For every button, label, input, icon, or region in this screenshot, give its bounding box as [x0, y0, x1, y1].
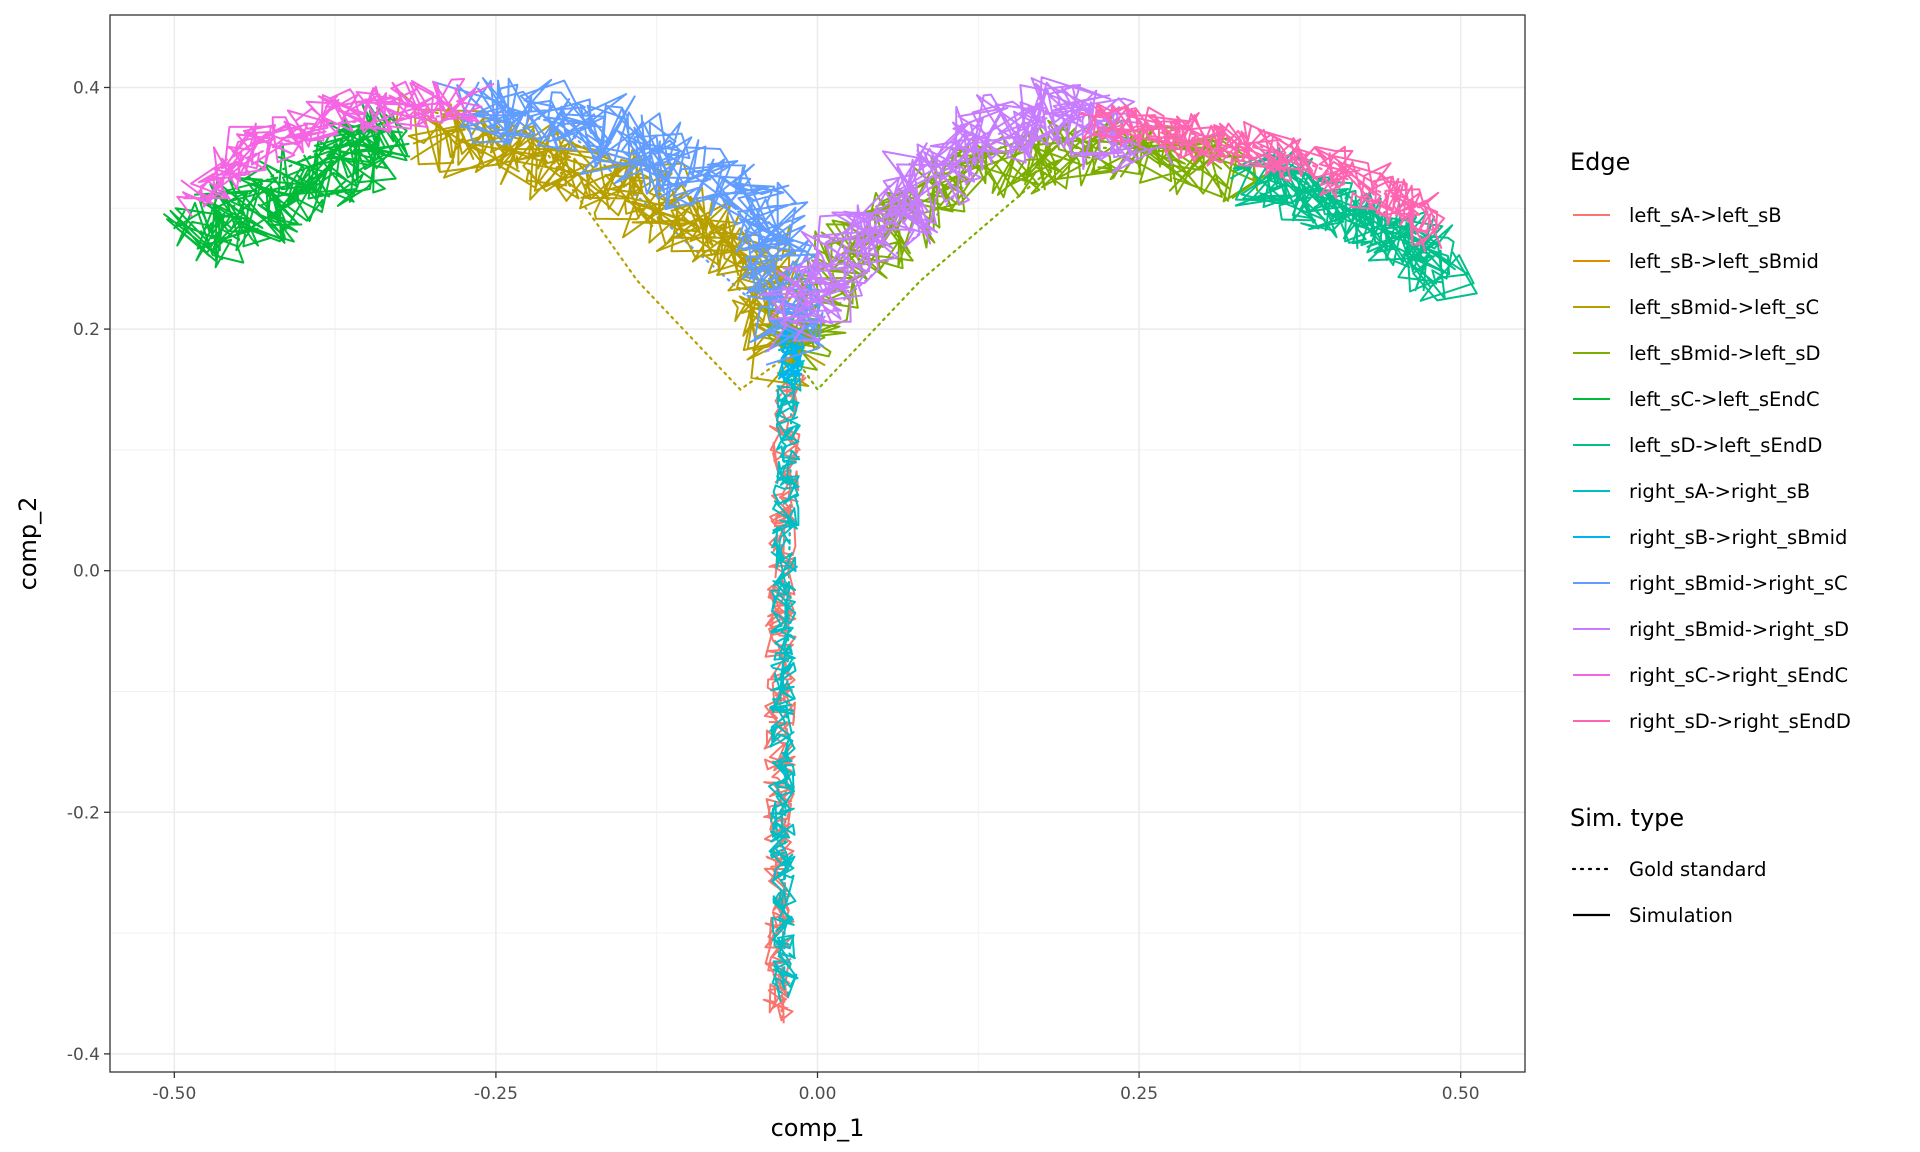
- legend-label: left_sBmid->left_sD: [1629, 342, 1821, 365]
- y-tick-label: -0.2: [67, 803, 100, 823]
- legend-edge-title: Edge: [1570, 148, 1630, 176]
- x-axis: -0.50 -0.25 0.00 0.25 0.50: [152, 1072, 1480, 1104]
- legend-label: left_sB->left_sBmid: [1629, 250, 1819, 273]
- legend-label: left_sA->left_sB: [1629, 204, 1782, 227]
- simulation-line: [768, 354, 805, 994]
- simulation-line: [766, 82, 1163, 353]
- simulation-line: [162, 107, 410, 264]
- grid: [110, 15, 1525, 1072]
- legend-label: right_sC->right_sEndC: [1629, 664, 1848, 687]
- legend-label: left_sBmid->left_sC: [1629, 296, 1819, 319]
- legend-label: Simulation: [1629, 904, 1733, 927]
- y-tick-label: 0.2: [73, 320, 100, 340]
- simulation-lines: [162, 76, 1478, 1024]
- x-tick-label: -0.25: [474, 1084, 518, 1104]
- legend-sim-type-title: Sim. type: [1570, 804, 1684, 832]
- x-tick-label: -0.50: [152, 1084, 196, 1104]
- y-axis: -0.4 -0.2 0.0 0.2 0.4: [67, 78, 110, 1065]
- x-tick-label: 0.25: [1120, 1084, 1158, 1104]
- legend-label: right_sB->right_sBmid: [1629, 526, 1847, 549]
- legend-label: left_sD->left_sEndD: [1629, 434, 1822, 457]
- legend-label: Gold standard: [1629, 858, 1767, 881]
- simulation-line: [474, 77, 824, 366]
- x-tick-label: 0.50: [1442, 1084, 1480, 1104]
- y-tick-label: -0.4: [67, 1045, 100, 1065]
- x-axis-title: comp_1: [771, 1114, 865, 1142]
- legend-label: left_sC->left_sEndC: [1629, 388, 1820, 411]
- legend-edge-items: left_sA->left_sB left_sB->left_sBmid left_…: [1573, 204, 1851, 733]
- simulation-line: [180, 80, 495, 205]
- simulation-line: [199, 80, 480, 208]
- legend-sim-type-items: Gold standard Simulation: [1571, 858, 1767, 927]
- y-tick-label: 0.0: [73, 562, 100, 582]
- legend-label: right_sD->right_sEndD: [1629, 710, 1851, 733]
- simulation-line: [769, 347, 801, 1003]
- legend-label: right_sBmid->right_sD: [1629, 618, 1849, 641]
- x-tick-label: 0.00: [799, 1084, 837, 1104]
- legend-label: right_sA->right_sB: [1629, 480, 1810, 503]
- legend-label: right_sBmid->right_sC: [1629, 572, 1848, 595]
- legend: Edge left_sA->left_sB left_sB->left_sBmid…: [1570, 148, 1851, 927]
- y-tick-label: 0.4: [73, 78, 100, 98]
- simulation-line: [1092, 106, 1440, 253]
- simulation-line: [1234, 148, 1475, 302]
- simulation-line: [1078, 102, 1440, 235]
- y-axis-title: comp_2: [14, 497, 42, 591]
